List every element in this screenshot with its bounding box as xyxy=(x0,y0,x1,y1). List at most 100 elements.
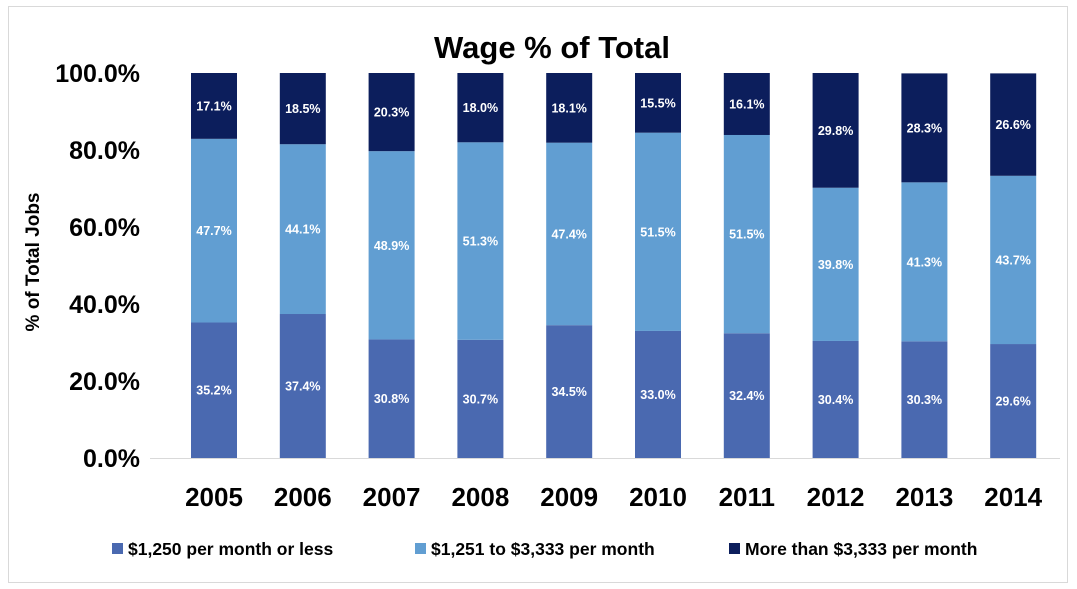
data-label: 41.3% xyxy=(907,255,942,269)
data-label: 18.5% xyxy=(285,102,320,116)
data-label: 26.6% xyxy=(995,118,1030,132)
bar-group-2010: 33.0% 51.5% 15.5% xyxy=(635,73,681,458)
bar-group-2006: 37.4% 44.1% 18.5% xyxy=(279,73,326,458)
legend: $1,250 per month or less $1,251 to $3,333… xyxy=(112,539,977,559)
y-tick-label: 100.0% xyxy=(55,60,140,88)
data-label: 37.4% xyxy=(285,380,320,394)
data-label: 35.2% xyxy=(196,384,231,398)
bar-groups: 35.2% 47.7% 17.1% 37.4% 44.1% 18.5% 30.8% 48.9%… xyxy=(191,73,1037,458)
bar-group-2007: 30.8% 48.9% 20.3% xyxy=(368,73,415,458)
x-tick-label: 2009 xyxy=(540,482,598,512)
data-label: 29.8% xyxy=(818,124,853,138)
bar-segment xyxy=(279,73,326,145)
legend-label: More than $3,333 per month xyxy=(745,539,977,559)
bar-segment xyxy=(368,151,415,340)
data-label: 30.3% xyxy=(907,393,942,407)
legend-swatch xyxy=(112,543,123,554)
bar-segment xyxy=(368,339,415,458)
data-label: 20.3% xyxy=(374,106,409,120)
chart-title: Wage % of Total xyxy=(434,30,670,65)
data-label: 39.8% xyxy=(818,258,853,272)
legend-swatch xyxy=(415,543,426,554)
data-label: 18.0% xyxy=(463,101,498,115)
x-axis-ticks: 2005 2006 2007 2008 2009 2010 2011 2012 2013 2014 xyxy=(185,482,1043,512)
data-label: 47.7% xyxy=(196,224,231,238)
bar-segment xyxy=(635,73,681,133)
bar-segment xyxy=(279,144,326,315)
data-label: 18.1% xyxy=(551,101,586,115)
legend-item: $1,250 per month or less xyxy=(112,539,333,559)
data-label: 51.5% xyxy=(640,225,675,239)
y-tick-label: 60.0% xyxy=(69,214,140,242)
x-tick-label: 2010 xyxy=(629,482,687,512)
bar-segment xyxy=(635,132,681,331)
x-tick-label: 2008 xyxy=(451,482,509,512)
bar-segment xyxy=(812,340,859,458)
bar-group-2014: 29.6% 43.7% 26.6% xyxy=(990,73,1037,458)
bar-group-2013: 30.3% 41.3% 28.3% xyxy=(901,73,948,458)
y-tick-label: 20.0% xyxy=(69,368,140,396)
bar-segment xyxy=(723,134,770,334)
bar-segment xyxy=(546,142,593,326)
data-label: 28.3% xyxy=(907,121,942,135)
data-label: 51.3% xyxy=(463,235,498,249)
bar-segment xyxy=(546,73,593,143)
data-label: 16.1% xyxy=(729,97,764,111)
bar-group-2012: 30.4% 39.8% 29.8% xyxy=(812,73,859,458)
bar-segment xyxy=(191,138,237,323)
bar-group-2005: 35.2% 47.7% 17.1% xyxy=(191,73,237,458)
data-label: 29.6% xyxy=(995,395,1030,409)
data-label: 33.0% xyxy=(640,388,675,402)
data-label: 30.4% xyxy=(818,393,853,407)
bar-segment xyxy=(990,73,1037,176)
data-label: 43.7% xyxy=(995,253,1030,267)
bar-group-2011: 32.4% 51.5% 16.1% xyxy=(723,73,770,458)
bar-segment xyxy=(812,187,859,341)
data-label: 15.5% xyxy=(640,96,675,110)
x-tick-label: 2012 xyxy=(807,482,865,512)
bar-segment xyxy=(457,142,504,340)
bar-segment xyxy=(457,73,504,143)
data-label: 30.8% xyxy=(374,392,409,406)
x-tick-label: 2011 xyxy=(719,482,775,512)
bar-segment xyxy=(191,73,237,139)
data-label: 44.1% xyxy=(285,223,320,237)
bar-segment xyxy=(990,344,1037,458)
data-label: 47.4% xyxy=(551,227,586,241)
legend-item: $1,251 to $3,333 per month xyxy=(415,539,655,559)
y-axis-ticks: 0.0% 20.0% 40.0% 60.0% 80.0% 100.0% xyxy=(55,60,140,473)
bar-segment xyxy=(279,314,326,458)
data-label: 30.7% xyxy=(463,392,498,406)
legend-label: $1,251 to $3,333 per month xyxy=(431,539,655,559)
x-tick-label: 2013 xyxy=(895,482,953,512)
legend-swatch xyxy=(729,543,740,554)
data-label: 48.9% xyxy=(374,239,409,253)
y-tick-label: 40.0% xyxy=(69,291,140,319)
bar-group-2009: 34.5% 47.4% 18.1% xyxy=(546,73,593,458)
y-tick-label: 0.0% xyxy=(83,445,140,473)
x-tick-label: 2005 xyxy=(185,482,243,512)
x-tick-label: 2006 xyxy=(274,482,332,512)
data-label: 32.4% xyxy=(729,389,764,403)
data-label: 34.5% xyxy=(551,385,586,399)
legend-item: More than $3,333 per month xyxy=(729,539,977,559)
data-label: 51.5% xyxy=(729,228,764,242)
bar-segment xyxy=(635,330,681,458)
x-tick-label: 2007 xyxy=(363,482,421,512)
bar-group-2008: 30.7% 51.3% 18.0% xyxy=(457,73,504,458)
bar-segment xyxy=(723,333,770,458)
bar-segment xyxy=(812,73,859,188)
bar-segment xyxy=(901,73,948,183)
y-axis-label: % of Total Jobs xyxy=(23,193,44,332)
bar-segment xyxy=(457,339,504,458)
bar-segment xyxy=(191,322,237,458)
legend-label: $1,250 per month or less xyxy=(128,539,333,559)
bar-segment xyxy=(901,182,948,342)
bar-segment xyxy=(546,325,593,458)
chart-frame xyxy=(8,6,1068,583)
y-tick-label: 80.0% xyxy=(69,137,140,165)
data-label: 17.1% xyxy=(196,99,231,113)
bar-segment xyxy=(901,341,948,458)
x-tick-label: 2014 xyxy=(984,482,1042,512)
